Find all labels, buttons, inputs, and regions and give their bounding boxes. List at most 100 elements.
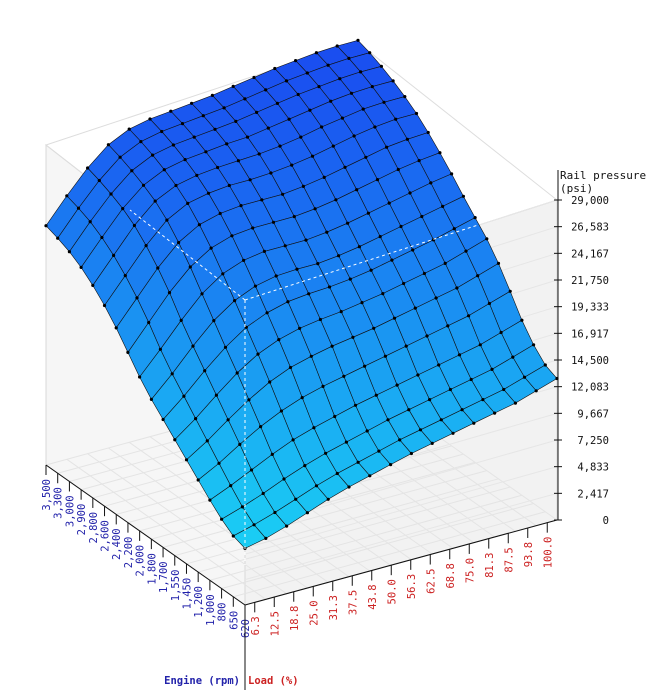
surface-point bbox=[386, 418, 390, 422]
surface-point bbox=[242, 258, 246, 262]
surface-point bbox=[44, 224, 48, 228]
surface-point bbox=[429, 181, 433, 185]
floor-gridline bbox=[66, 458, 267, 600]
surface-point bbox=[259, 425, 263, 429]
x-tick-label: 87.5 bbox=[503, 547, 515, 572]
x-tick-label: 56.3 bbox=[406, 574, 418, 599]
surface-point bbox=[335, 44, 339, 48]
surface-point bbox=[121, 207, 125, 211]
surface-point bbox=[451, 431, 455, 435]
guide-right bbox=[244, 224, 479, 301]
surface-point bbox=[255, 110, 259, 114]
surface-point bbox=[97, 178, 101, 183]
floor-gridline bbox=[174, 470, 487, 557]
surface-point bbox=[201, 114, 205, 118]
surface-point bbox=[390, 258, 394, 262]
surface-point bbox=[502, 387, 506, 392]
surface-point bbox=[229, 484, 233, 488]
surface-point bbox=[156, 266, 160, 270]
surface-point bbox=[377, 449, 381, 453]
surface-point bbox=[405, 137, 409, 141]
surface-point bbox=[151, 153, 155, 157]
y-tick-label: 1,200 bbox=[193, 586, 205, 618]
y-tick-label: 2,600 bbox=[100, 520, 112, 552]
surface-point bbox=[257, 152, 261, 156]
z-tick-label: 0 bbox=[603, 515, 609, 527]
surface-point bbox=[88, 220, 92, 224]
surface-point bbox=[365, 429, 369, 433]
surface-point bbox=[260, 198, 264, 202]
y-tick-label: 3,300 bbox=[53, 487, 65, 519]
surface-point bbox=[389, 463, 393, 467]
surface-point bbox=[373, 125, 377, 129]
surface-point bbox=[167, 291, 172, 295]
surface-point bbox=[210, 93, 214, 97]
guide-left bbox=[129, 209, 246, 301]
surface-point bbox=[485, 237, 489, 241]
surface-point bbox=[439, 418, 443, 422]
surface-point bbox=[253, 284, 257, 288]
y-tick-label: 3,000 bbox=[64, 495, 76, 527]
surface-point bbox=[333, 414, 337, 419]
surface-point bbox=[192, 135, 196, 139]
surface-point bbox=[317, 85, 321, 89]
surface-point bbox=[324, 451, 328, 455]
surface-point bbox=[476, 274, 480, 278]
surface-point bbox=[223, 345, 228, 349]
surface-point bbox=[417, 159, 421, 163]
y-tick-label: 1,000 bbox=[205, 594, 217, 626]
surface-point bbox=[420, 214, 424, 219]
surface-point bbox=[197, 223, 201, 227]
surface-point bbox=[240, 505, 244, 509]
surface-point bbox=[292, 215, 296, 219]
surface-point bbox=[334, 198, 338, 202]
surface-point bbox=[404, 344, 408, 348]
surface-point bbox=[407, 408, 411, 412]
surface-point bbox=[356, 38, 360, 42]
surface-point bbox=[399, 224, 403, 229]
surface-point bbox=[392, 316, 397, 320]
surface-point bbox=[231, 534, 235, 538]
surface-point bbox=[478, 343, 482, 347]
surface-point bbox=[378, 235, 382, 239]
surface-point bbox=[325, 230, 329, 234]
surface-point bbox=[162, 168, 166, 172]
surface-point bbox=[160, 129, 164, 134]
surface-point bbox=[343, 165, 347, 169]
surface-point bbox=[396, 167, 400, 172]
surface-point bbox=[184, 458, 189, 462]
surface-point bbox=[340, 116, 344, 120]
y-tick-label: 620 bbox=[240, 619, 252, 638]
surface-point bbox=[374, 393, 378, 397]
surface-point bbox=[347, 485, 351, 489]
surface-point bbox=[318, 317, 322, 322]
surface-point bbox=[322, 175, 326, 179]
surface-point bbox=[391, 79, 395, 83]
surface-point bbox=[274, 274, 278, 278]
surface-point bbox=[243, 97, 247, 101]
surface-point bbox=[109, 192, 113, 196]
surface-point bbox=[414, 111, 419, 116]
x-tick-label: 37.5 bbox=[347, 590, 359, 615]
surface-point bbox=[264, 536, 268, 541]
surface-point bbox=[309, 354, 313, 358]
surface-point bbox=[513, 401, 518, 405]
surface-point bbox=[361, 107, 365, 111]
surface-point bbox=[508, 289, 512, 293]
floor-gridline bbox=[233, 511, 546, 598]
surface-point bbox=[169, 109, 173, 113]
z-tick-label: 12,083 bbox=[571, 382, 609, 394]
y-tick-label: 2,800 bbox=[88, 512, 100, 544]
surface-point bbox=[335, 471, 339, 476]
y-tick-label: 1,800 bbox=[146, 553, 158, 585]
surface-point bbox=[277, 338, 281, 342]
y-tick-label: 2,400 bbox=[111, 528, 123, 560]
surface-point bbox=[446, 324, 450, 328]
surface-point bbox=[403, 95, 407, 99]
z-axis-title-line-1: Rail pressure bbox=[560, 169, 646, 182]
surface-point bbox=[359, 70, 363, 74]
surface-point bbox=[275, 101, 279, 105]
surface-point bbox=[356, 460, 360, 464]
surface-point bbox=[457, 353, 462, 357]
surface-point bbox=[231, 84, 235, 88]
